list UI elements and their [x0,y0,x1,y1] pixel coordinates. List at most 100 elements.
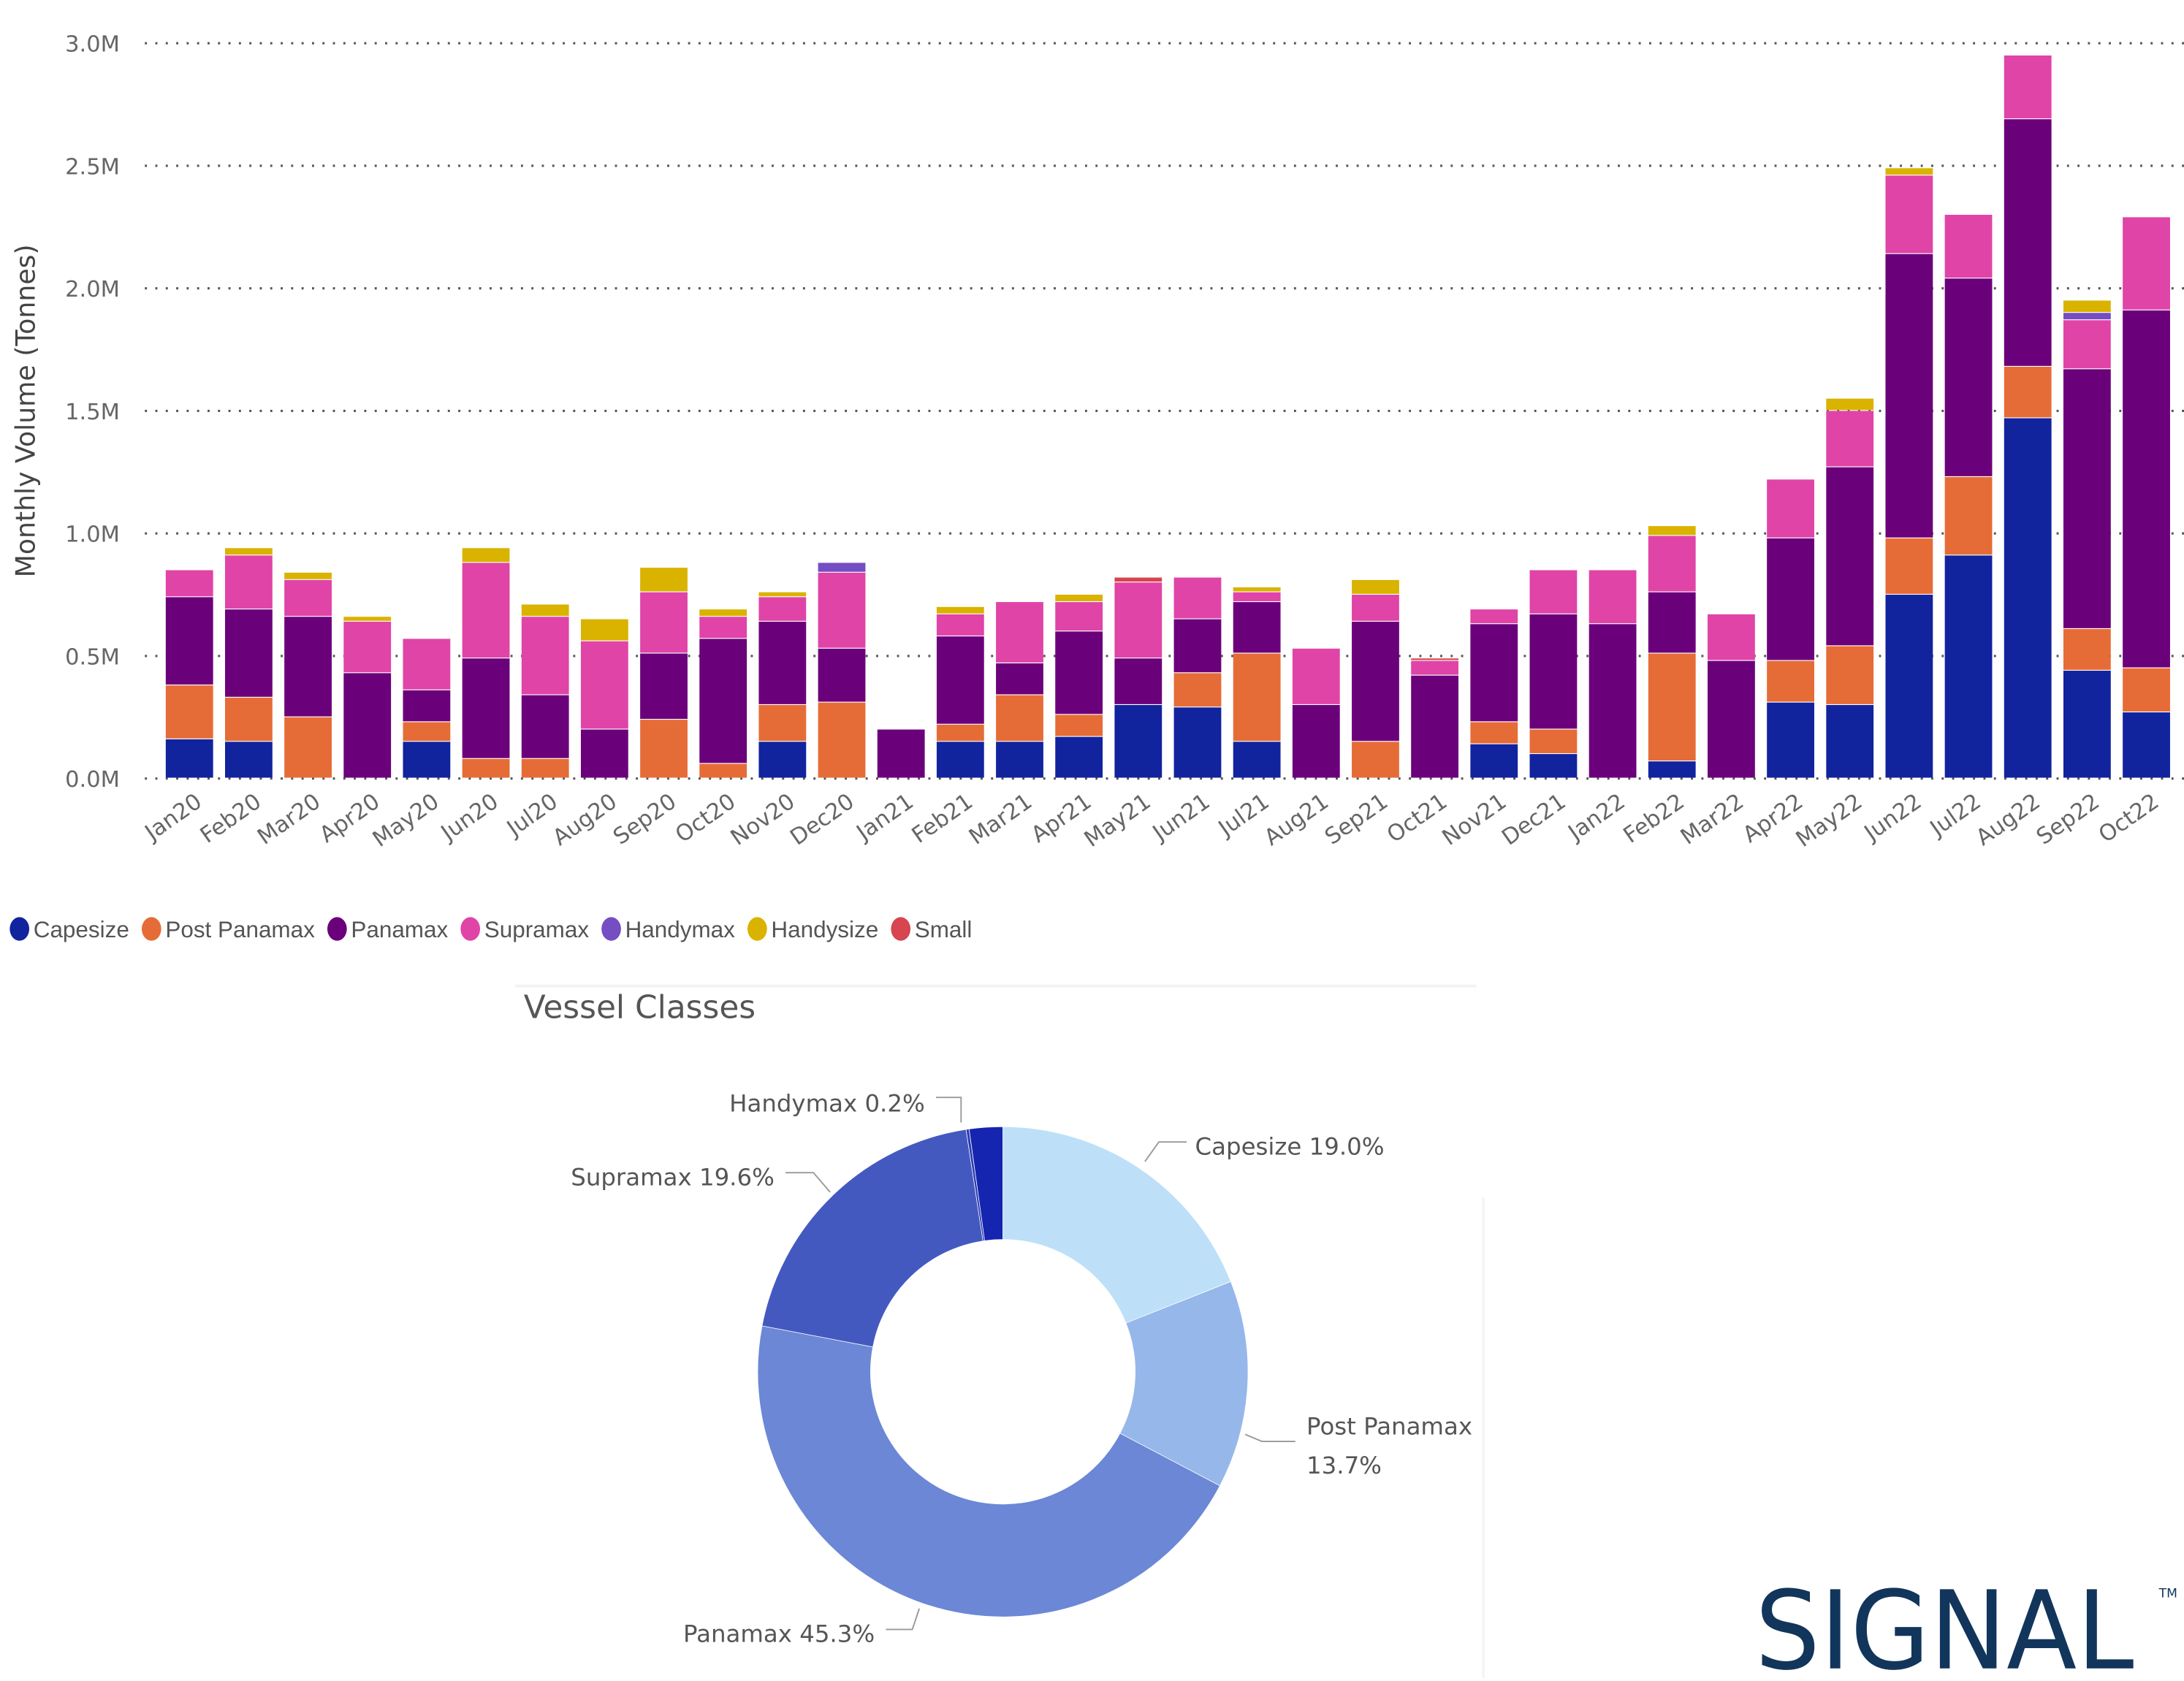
bar-segment-capesize[interactable] [1944,555,1993,778]
bar-segment-capesize[interactable] [1648,761,1696,778]
bar-segment-panamax[interactable] [699,639,747,763]
bar-segment-panamax[interactable] [1411,675,1459,778]
bar-segment-post-panamax[interactable] [1470,722,1518,744]
bar-segment-post-panamax[interactable] [1944,477,1993,555]
bar-segment-capesize[interactable] [225,742,273,778]
bar-segment-capesize[interactable] [1767,702,1814,778]
bar-stack-Dec21[interactable] [1529,570,1578,778]
bar-segment-handysize[interactable] [225,548,273,555]
bar-segment-post-panamax[interactable] [2004,367,2052,418]
bar-segment-supramax[interactable] [165,570,213,597]
bar-stack-Oct20[interactable] [699,609,747,778]
bar-segment-post-panamax[interactable] [165,685,213,739]
bar-segment-supramax[interactable] [1885,175,1933,254]
bar-segment-supramax[interactable] [580,641,628,729]
bar-segment-supramax[interactable] [462,563,510,658]
bar-segment-supramax[interactable] [640,592,688,653]
bar-segment-post-panamax[interactable] [1352,742,1399,778]
bar-stack-Feb21[interactable] [936,606,984,778]
bar-segment-panamax[interactable] [462,658,510,758]
bar-stack-Jun21[interactable] [1173,577,1222,778]
bar-segment-capesize[interactable] [1885,595,1933,778]
bar-segment-post-panamax[interactable] [284,717,332,778]
bar-segment-handysize[interactable] [699,609,747,617]
bar-stack-Apr21[interactable] [1055,595,1103,778]
bar-segment-supramax[interactable] [2123,217,2170,310]
bar-stack-Jun20[interactable] [462,548,510,778]
bar-segment-handysize[interactable] [936,606,984,614]
bar-segment-panamax[interactable] [1055,631,1103,714]
bar-segment-panamax[interactable] [1173,619,1222,673]
bar-segment-supramax[interactable] [1352,595,1399,621]
bar-stack-Nov21[interactable] [1470,609,1518,778]
bar-segment-panamax[interactable] [1233,602,1281,653]
bar-segment-panamax[interactable] [758,621,807,704]
bar-segment-small[interactable] [1114,577,1163,582]
bar-segment-panamax[interactable] [343,673,392,778]
bar-segment-post-panamax[interactable] [758,705,807,742]
bar-segment-panamax[interactable] [1529,614,1578,729]
bar-segment-supramax[interactable] [996,602,1043,663]
bar-segment-post-panamax[interactable] [403,722,451,742]
bar-segment-supramax[interactable] [818,572,866,648]
bar-segment-panamax[interactable] [1767,538,1814,660]
legend-item-handymax[interactable]: Handymax [601,917,735,942]
bar-segment-supramax[interactable] [225,555,273,609]
bar-segment-handysize[interactable] [1826,398,1874,411]
bar-stack-Aug21[interactable] [1292,648,1340,778]
bar-segment-capesize[interactable] [758,742,807,778]
bar-segment-handysize[interactable] [1885,168,1933,175]
bar-segment-handysize[interactable] [2063,300,2111,313]
bar-segment-post-panamax[interactable] [936,724,984,742]
bar-segment-capesize[interactable] [1055,736,1103,778]
bar-segment-handysize[interactable] [1648,526,1696,535]
legend-item-panamax[interactable]: Panamax [327,917,448,942]
bar-segment-handysize[interactable] [284,572,332,579]
bar-segment-supramax[interactable] [936,614,984,636]
bar-segment-panamax[interactable] [936,636,984,724]
bar-stack-Oct21[interactable] [1411,658,1459,778]
bar-segment-post-panamax[interactable] [1885,538,1933,594]
bar-segment-supramax[interactable] [1173,577,1222,619]
bar-segment-supramax[interactable] [758,597,807,621]
bar-segment-panamax[interactable] [2004,119,2052,366]
bar-segment-supramax[interactable] [1767,479,1814,538]
bar-stack-Apr20[interactable] [343,617,392,778]
bar-segment-supramax[interactable] [343,621,392,673]
bar-segment-supramax[interactable] [1529,570,1578,614]
bar-stack-Mar20[interactable] [284,572,332,778]
bar-segment-supramax[interactable] [2063,320,2111,369]
bar-stack-Jul21[interactable] [1233,587,1281,778]
bar-stack-Oct22[interactable] [2123,217,2170,778]
bar-segment-handysize[interactable] [580,619,628,641]
bar-segment-handysize[interactable] [758,592,807,597]
bar-segment-capesize[interactable] [165,739,213,778]
bar-segment-post-panamax[interactable] [1767,660,1814,702]
donut-slice-supramax[interactable] [761,1129,983,1348]
bar-stack-Feb22[interactable] [1648,526,1696,778]
bar-segment-post-panamax[interactable] [1648,653,1696,761]
bar-segment-supramax[interactable] [1826,411,1874,467]
bar-segment-supramax[interactable] [1944,215,1993,278]
bar-stack-Mar21[interactable] [996,602,1043,778]
bar-segment-panamax[interactable] [284,617,332,717]
bar-segment-post-panamax[interactable] [521,758,569,778]
legend-item-supramax[interactable]: Supramax [460,917,589,942]
bar-segment-post-panamax[interactable] [996,695,1043,742]
bar-segment-supramax[interactable] [699,617,747,639]
bar-segment-supramax[interactable] [1114,582,1163,658]
legend-item-capesize[interactable]: Capesize [9,917,129,942]
bar-stack-May20[interactable] [403,639,451,778]
bar-stack-Aug22[interactable] [2004,55,2052,778]
bar-segment-panamax[interactable] [521,695,569,758]
bar-segment-handysize[interactable] [1352,579,1399,594]
donut-slice-other[interactable] [968,1126,1003,1241]
bar-segment-post-panamax[interactable] [1826,646,1874,704]
bar-stack-Mar22[interactable] [1708,614,1755,778]
bar-segment-supramax[interactable] [1233,592,1281,601]
bar-segment-capesize[interactable] [1173,707,1222,778]
bar-segment-panamax[interactable] [1885,254,1933,538]
donut-slice-panamax[interactable] [757,1325,1221,1617]
bar-segment-panamax[interactable] [225,609,273,697]
bar-segment-panamax[interactable] [996,663,1043,695]
